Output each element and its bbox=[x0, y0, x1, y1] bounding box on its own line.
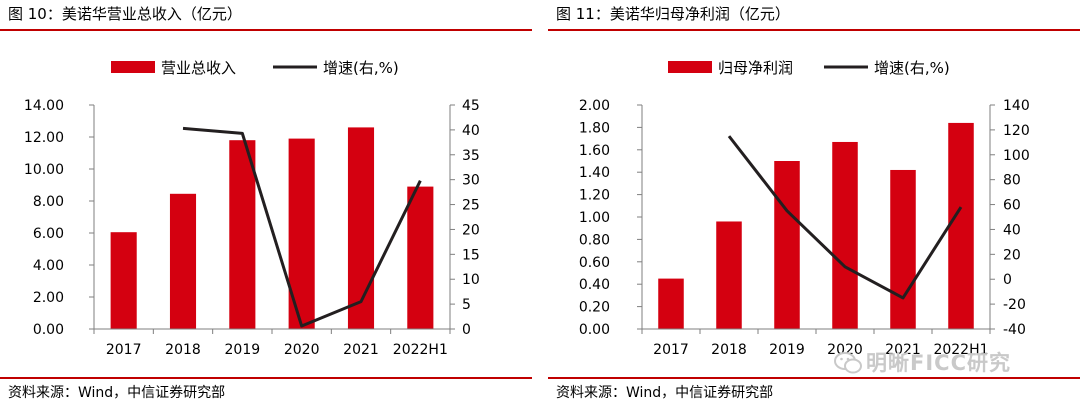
legend-bar-label: 营业总收入 bbox=[161, 59, 236, 77]
right-tick-label: 10 bbox=[462, 272, 480, 288]
right-tick-label: 120 bbox=[1003, 123, 1030, 139]
x-tick-label: 2020 bbox=[284, 342, 320, 358]
legend-bar-swatch bbox=[668, 61, 712, 73]
left-tick-label: 0.60 bbox=[579, 255, 610, 271]
source-rule bbox=[548, 377, 1080, 379]
chart-panel-net-profit: 图 11：美诺华归母净利润（亿元） 归母净利润 增速(右,%) 0.00 0.20 0.… bbox=[548, 0, 1080, 410]
left-tick-label: 6.00 bbox=[33, 226, 64, 242]
left-tick-label: 2.00 bbox=[33, 290, 64, 306]
left-tick-label: 0.40 bbox=[579, 277, 610, 293]
x-tick-label: 2018 bbox=[711, 342, 747, 358]
left-tick-label: 1.40 bbox=[579, 165, 610, 181]
figure-title: 图 11：美诺华归母净利润（亿元） bbox=[556, 5, 790, 23]
left-tick-label: 1.20 bbox=[579, 188, 610, 204]
title-rule bbox=[548, 29, 1080, 31]
left-tick-label: 2.00 bbox=[579, 98, 610, 114]
right-tick-label: 40 bbox=[462, 123, 480, 139]
source-rule bbox=[0, 377, 532, 379]
right-tick-label: 60 bbox=[1003, 198, 1021, 214]
left-tick-label: 1.60 bbox=[579, 143, 610, 159]
right-tick-label: 35 bbox=[462, 148, 480, 164]
legend-bar-swatch bbox=[111, 61, 155, 73]
net-profit-combo-chart: 归母净利润 增速(右,%) 0.00 0.20 0.40 0.60 0.80 1.00 1.20… bbox=[579, 59, 1030, 358]
bar-2020 bbox=[832, 141, 858, 329]
left-tick-label: 10.00 bbox=[24, 162, 64, 178]
right-tick-label: 0 bbox=[462, 322, 471, 338]
title-rule bbox=[0, 29, 532, 31]
x-tick-label: 2017 bbox=[653, 342, 689, 358]
growth-line bbox=[182, 126, 422, 328]
x-tick-label: 2021 bbox=[343, 342, 379, 358]
watermark: 明晰FICC研究 bbox=[834, 350, 1074, 376]
revenue-combo-chart: 营业总收入 增速(右,%) 0.00 2.00 4.00 6.00 8.00 10.00 12.… bbox=[24, 59, 480, 358]
figure-title: 图 10：美诺华营业总收入（亿元） bbox=[8, 5, 242, 23]
x-tick-label: 2022H1 bbox=[933, 342, 988, 358]
left-tick-label: 1.00 bbox=[579, 210, 610, 226]
right-tick-label: 5 bbox=[462, 297, 471, 313]
left-tick-label: 0.20 bbox=[579, 300, 610, 316]
left-tick-label: 0.00 bbox=[33, 322, 64, 338]
bar-2022H1 bbox=[407, 186, 434, 329]
right-tick-label: 20 bbox=[462, 222, 480, 238]
left-tick-label: 4.00 bbox=[33, 258, 64, 274]
left-tick-label: 0.00 bbox=[579, 322, 610, 338]
bar-2022H1 bbox=[948, 122, 974, 329]
bar-2021 bbox=[890, 169, 916, 329]
x-tick-label: 2018 bbox=[165, 342, 201, 358]
legend-line-label: 增速(右,%) bbox=[874, 59, 950, 77]
right-tick-label: 20 bbox=[1003, 247, 1021, 263]
bar-2021 bbox=[347, 127, 375, 330]
left-tick-label: 12.00 bbox=[24, 130, 64, 146]
x-tick-label: 2017 bbox=[106, 342, 142, 358]
x-tick-label: 2019 bbox=[769, 342, 805, 358]
bar-2019 bbox=[229, 140, 256, 329]
right-tick-label: 25 bbox=[462, 198, 480, 214]
x-tick-label: 2019 bbox=[225, 342, 261, 358]
bar-2017 bbox=[110, 232, 137, 329]
watermark-text: 明晰FICC研究 bbox=[866, 351, 1011, 375]
left-tick-label: 0.80 bbox=[579, 232, 610, 248]
x-tick-label: 2020 bbox=[827, 342, 863, 358]
left-tick-label: 8.00 bbox=[33, 194, 64, 210]
right-tick-label: 100 bbox=[1003, 148, 1030, 164]
right-tick-label: 40 bbox=[1003, 222, 1021, 238]
left-tick-label: 1.80 bbox=[579, 120, 610, 136]
chart-panel-revenue: 图 10：美诺华营业总收入（亿元） 营业总收入 增速(右,%) 0.00 2.00 4.… bbox=[0, 0, 532, 410]
bar-2018 bbox=[169, 193, 197, 329]
right-tick-label: 15 bbox=[462, 247, 480, 263]
right-tick-label: 0 bbox=[1003, 272, 1012, 288]
right-tick-label: 30 bbox=[462, 173, 480, 189]
source-note: 资料来源：Wind，中信证券研究部 bbox=[556, 385, 774, 401]
x-tick-label: 2022H1 bbox=[393, 342, 448, 358]
legend-bar-label: 归母净利润 bbox=[718, 59, 793, 77]
source-note: 资料来源：Wind，中信证券研究部 bbox=[8, 385, 226, 401]
right-tick-label: 80 bbox=[1003, 173, 1021, 189]
right-tick-label: -20 bbox=[1003, 297, 1026, 313]
bar-2019 bbox=[774, 161, 800, 329]
bar-2017 bbox=[658, 278, 684, 329]
x-tick-label: 2021 bbox=[885, 342, 921, 358]
left-tick-label: 14.00 bbox=[24, 98, 64, 114]
bar-2018 bbox=[716, 221, 742, 329]
right-tick-label: -40 bbox=[1003, 322, 1026, 338]
growth-line bbox=[727, 135, 963, 300]
right-tick-label: 45 bbox=[462, 98, 480, 114]
wechat-icon bbox=[834, 352, 862, 374]
right-tick-label: 140 bbox=[1003, 98, 1030, 114]
legend-line-label: 增速(右,%) bbox=[323, 59, 399, 77]
